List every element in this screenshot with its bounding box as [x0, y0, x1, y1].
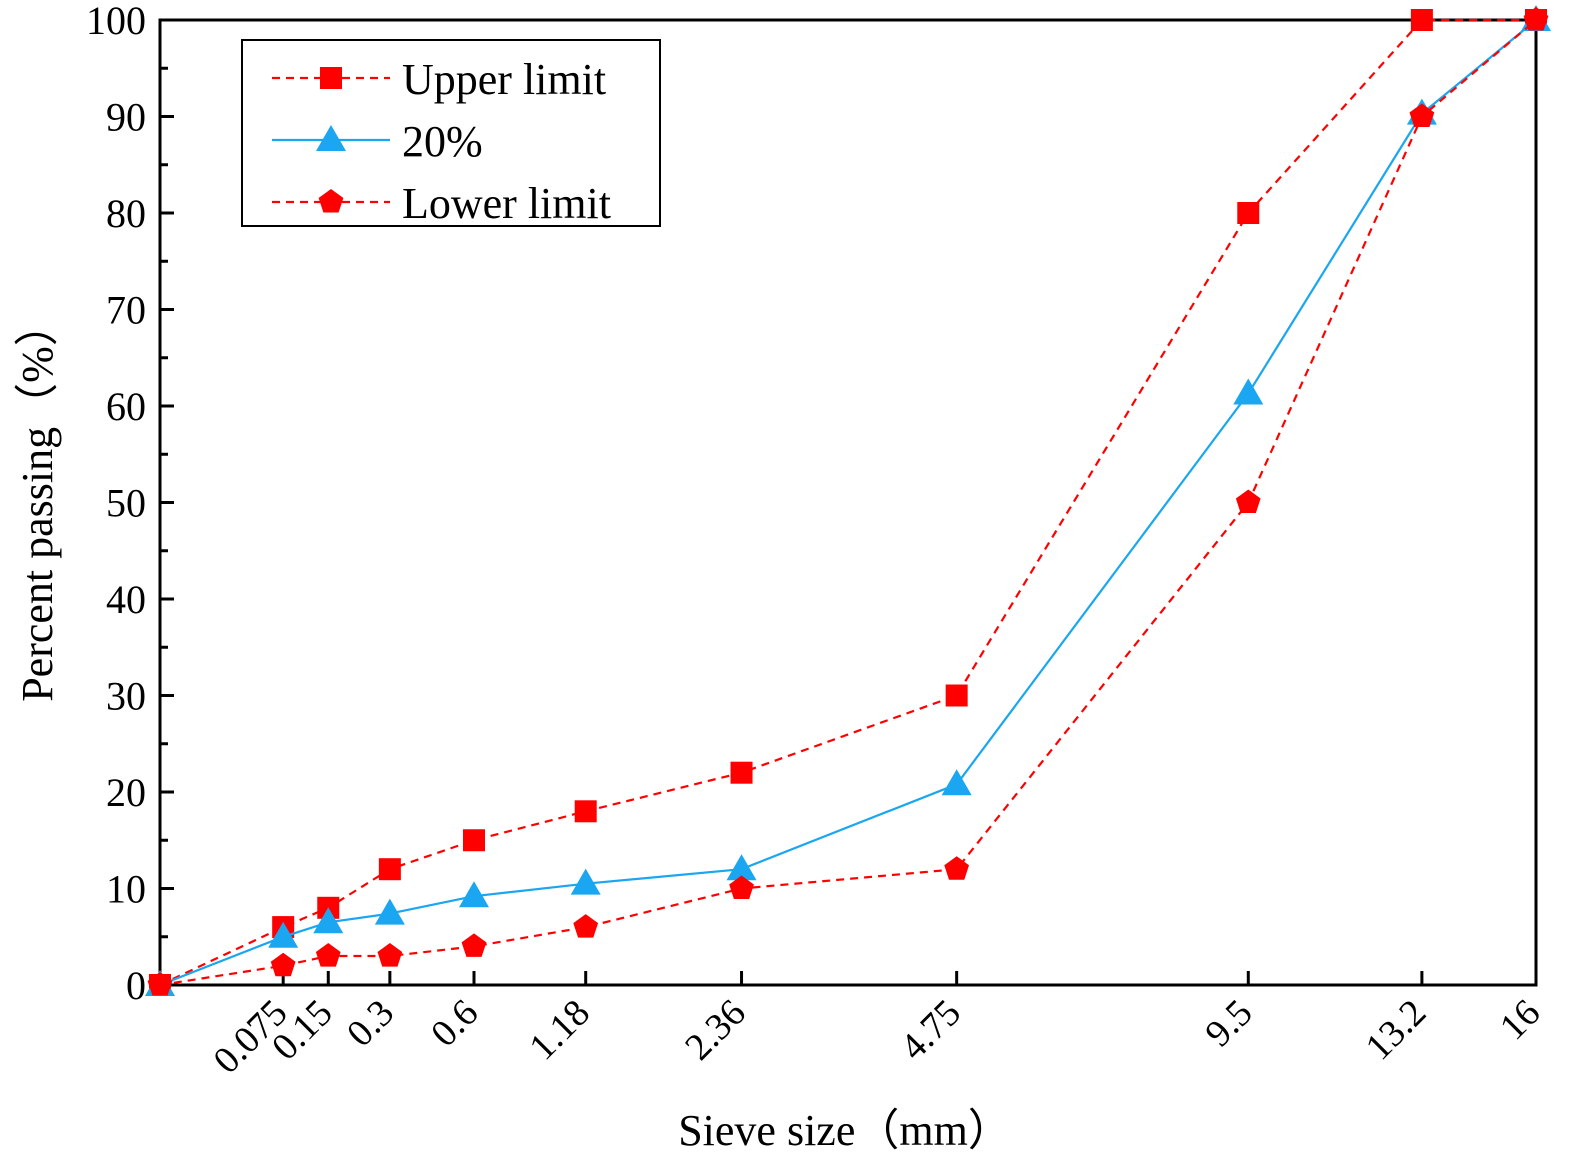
series-2 [147, 7, 1549, 996]
legend-label: Lower limit [402, 179, 611, 228]
data-point [377, 943, 403, 967]
y-axis: 0 10 20 30 40 50 60 70 80 90 100 [86, 0, 174, 1008]
data-point [315, 943, 341, 967]
y-tick-label: 30 [106, 674, 146, 719]
data-point [941, 769, 972, 796]
x-tick-label: 16 [1492, 992, 1549, 1049]
data-point [726, 854, 757, 881]
data-point [374, 898, 405, 925]
data-point [378, 858, 401, 881]
x-tick-label: 1.18 [521, 992, 598, 1069]
data-point [268, 921, 299, 948]
y-tick-label: 0 [126, 963, 146, 1008]
data-point [944, 856, 969, 880]
data-point [1235, 489, 1261, 513]
x-tick-label: 0.6 [423, 992, 486, 1055]
data-point [1409, 103, 1435, 127]
data-point [270, 952, 296, 977]
legend-label: 20% [402, 117, 483, 166]
data-point [729, 875, 754, 899]
series-line [159, 19, 1537, 987]
y-tick-label: 20 [106, 770, 146, 815]
x-tick-label: 2.36 [677, 992, 754, 1069]
legend-marker [320, 67, 342, 89]
data-point [573, 914, 599, 938]
x-tick-label: 9.5 [1197, 992, 1260, 1055]
data-point [1233, 378, 1264, 405]
data-point [730, 761, 753, 784]
legend-box [241, 39, 661, 227]
data-point [313, 907, 344, 934]
data-point [461, 933, 487, 957]
data-point [459, 881, 490, 908]
data-point [1523, 7, 1549, 31]
y-tick-label: 100 [86, 0, 146, 43]
y-axis-title: Percent passing（%） [13, 302, 62, 702]
legend: Upper limit 20% Lower limit [241, 39, 661, 228]
series-layer [145, 5, 1551, 996]
x-axis-title: Sieve size（mm） [678, 1106, 1012, 1155]
data-point [945, 684, 968, 707]
x-tick-label: 0.3 [339, 992, 402, 1055]
legend-marker [318, 189, 344, 213]
data-point [463, 829, 486, 852]
y-tick-label: 90 [106, 95, 146, 140]
data-point [1237, 202, 1260, 224]
y-tick-label: 40 [106, 577, 146, 622]
data-point [570, 868, 601, 895]
legend-marker [316, 125, 346, 151]
y-tick-label: 60 [106, 384, 146, 429]
data-point [574, 800, 597, 823]
x-tick-label: 4.75 [892, 992, 969, 1069]
x-tick-label: 13.2 [1358, 992, 1435, 1069]
legend-label: Upper limit [402, 55, 606, 104]
data-point [1410, 9, 1433, 31]
data-point [147, 972, 173, 996]
y-tick-label: 80 [106, 191, 146, 236]
y-tick-label: 10 [106, 867, 146, 912]
y-tick-label: 70 [106, 288, 146, 333]
y-tick-label: 50 [106, 481, 146, 526]
